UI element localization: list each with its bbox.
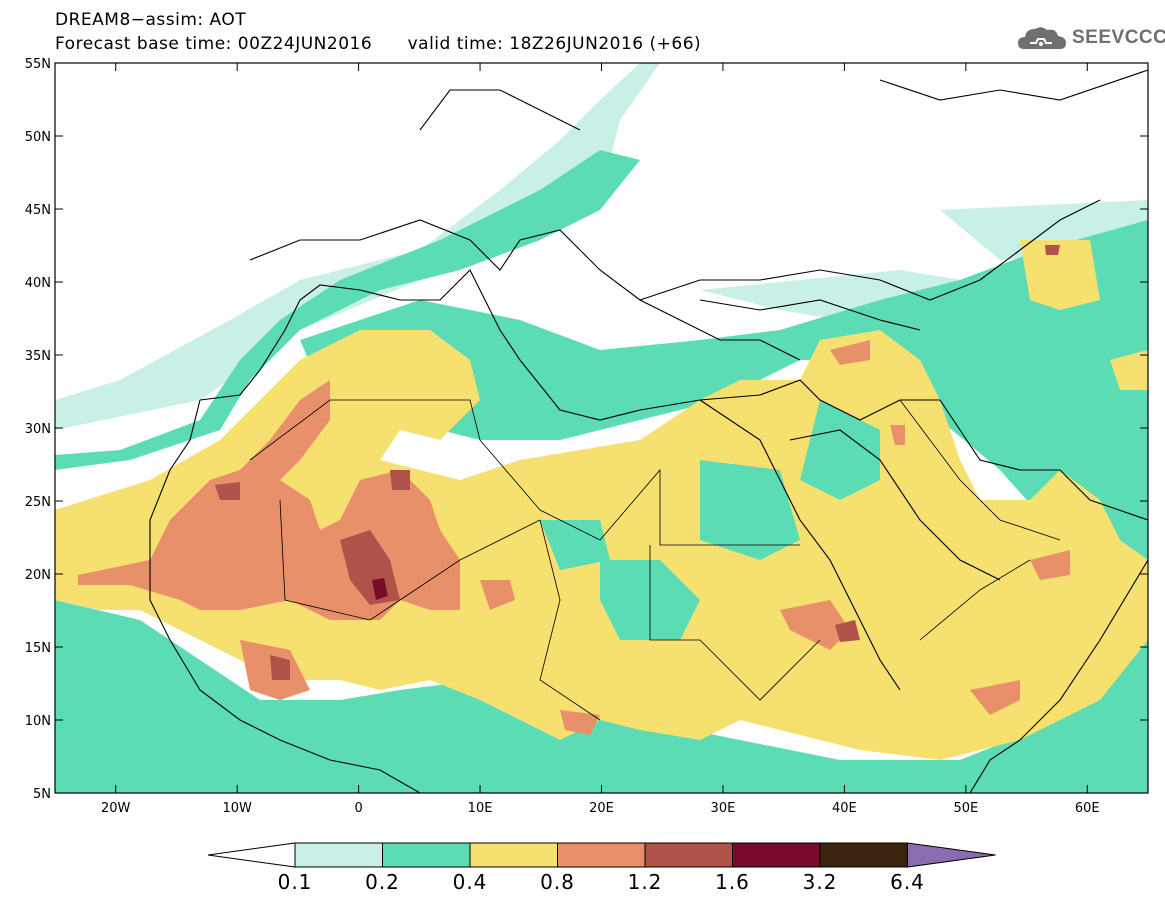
lat-tick-label: 15N (25, 641, 51, 656)
map-title: DREAM8−assim: AOT (55, 10, 247, 30)
lat-tick-label: 10N (25, 714, 51, 729)
aot-field (55, 63, 1148, 793)
aot-clear-0.2 (540, 400, 880, 640)
aot-band-1.6 (372, 578, 388, 600)
lon-tick-label: 0 (354, 801, 362, 816)
valid-time-text: valid time: 18Z26JUN2016 (+66) (407, 34, 702, 54)
logo-text: SEEVCCC (1072, 27, 1165, 48)
lat-tick-label: 30N (25, 422, 51, 437)
colorbar-level-label: 0.4 (452, 870, 488, 894)
base-time-text: Forecast base time: 00Z24JUN2016 (55, 34, 373, 54)
lon-tick-label: 60E (1075, 801, 1100, 816)
lon-tick-label: 30E (711, 801, 736, 816)
colorbar-level-label: 0.1 (277, 870, 313, 894)
lat-tick-label: 55N (25, 57, 51, 72)
cloud-icon (1018, 27, 1066, 49)
colorbar-level-label: 6.4 (890, 870, 925, 894)
coastlines (149, 69, 1148, 793)
lon-tick-label: 20E (589, 801, 614, 816)
lat-tick-label: 40N (25, 276, 51, 291)
lat-tick-label: 35N (25, 349, 51, 364)
colorbar-level-label: 0.8 (540, 870, 575, 894)
lat-tick-label: 45N (25, 203, 51, 218)
lon-tick-label: 10E (468, 801, 493, 816)
lon-tick-label: 50E (953, 801, 978, 816)
colorbar-level-label: 3.2 (802, 870, 838, 894)
lat-axis: 55N 50N 45N 40N 35N 30N 25N 20N 15N 10N 5N (25, 57, 1148, 802)
colorbar-level-label: 0.2 (365, 870, 400, 894)
map-subtitle: Forecast base time: 00Z24JUN2016 valid t… (55, 34, 701, 54)
lon-tick-label: 10W (222, 801, 252, 816)
lat-tick-label: 50N (25, 130, 51, 145)
country-borders (249, 399, 1061, 721)
colorbar-level-label: 1.2 (627, 870, 663, 894)
lat-tick-label: 20N (25, 568, 51, 583)
lat-tick-label: 5N (33, 787, 51, 802)
lon-tick-label: 40E (832, 801, 857, 816)
lat-tick-label: 25N (25, 495, 51, 510)
seevccc-logo: SEEVCCC (1016, 22, 1165, 54)
colorbar-level-label: 1.6 (715, 870, 750, 894)
lon-axis: 20W 10W 0 10E 20E 30E 40E 50E 60E (101, 63, 1100, 816)
lon-tick-label: 20W (101, 801, 131, 816)
